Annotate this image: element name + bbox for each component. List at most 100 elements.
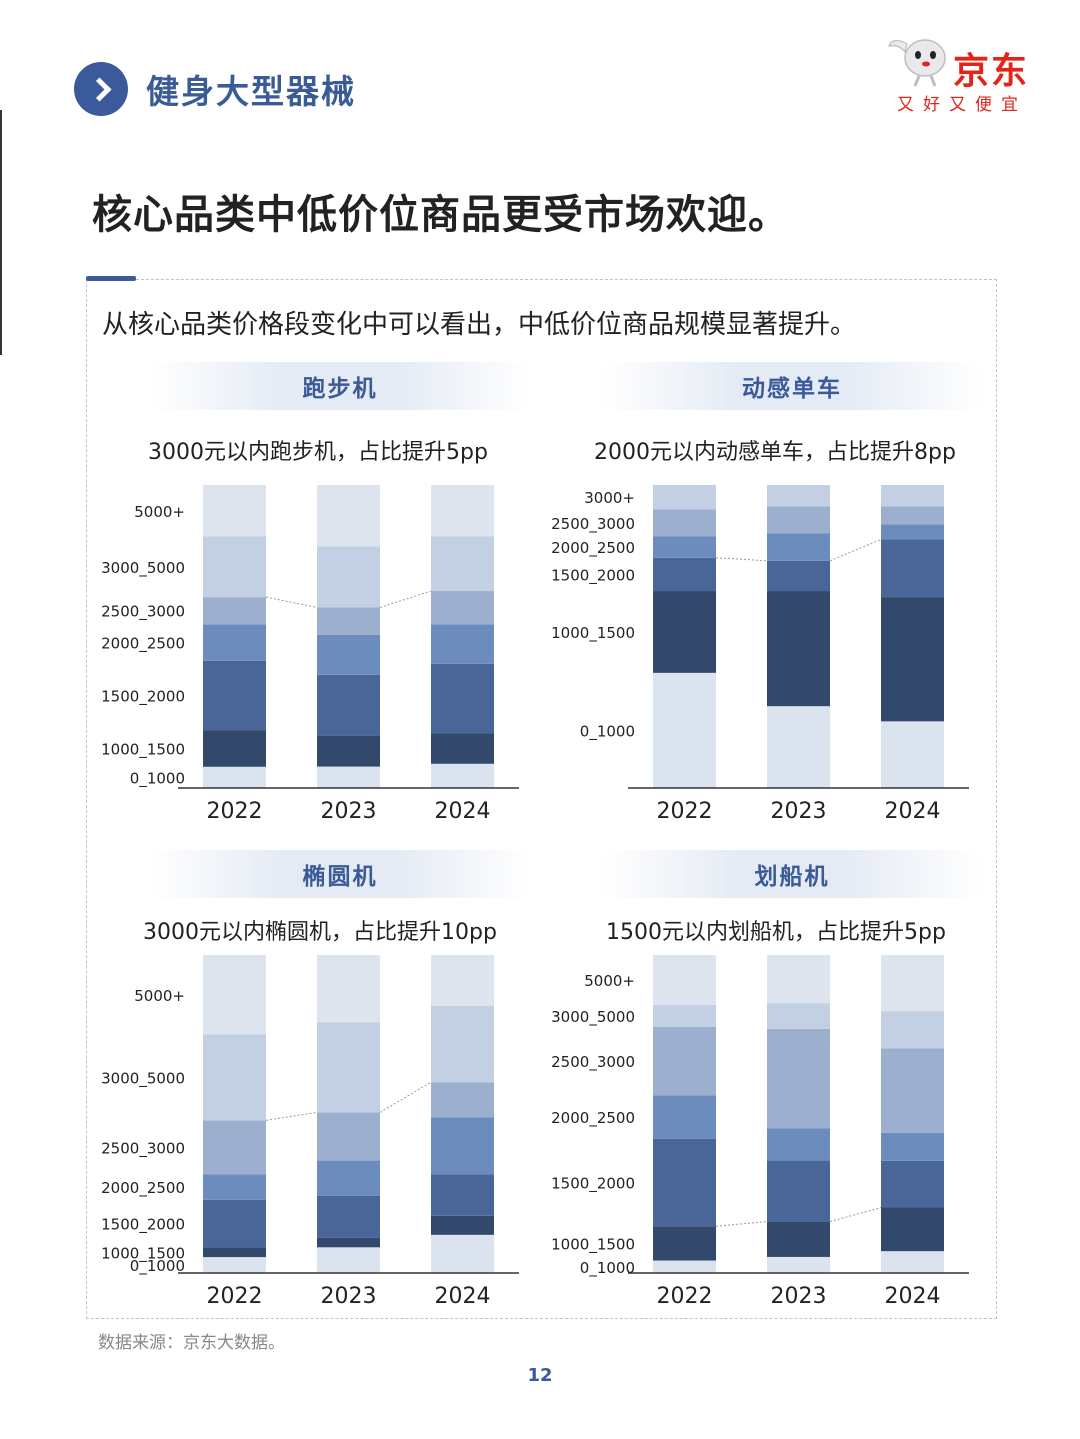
bar-segment-1500_2000-2023 [317, 1195, 380, 1238]
brand-slogan: 又好又便宜 [897, 95, 1027, 115]
bar-segment-2000_2500-2024 [431, 1117, 494, 1175]
bar-segment-5000+-2024 [431, 955, 494, 1006]
section-title: 健身大型器械 [146, 72, 356, 111]
bar-segment-2000_2500-2024 [431, 624, 494, 664]
bar-segment-1000_1500-2024 [431, 733, 494, 764]
segment-label-0_1000: 0_1000 [130, 769, 185, 788]
bar-segment-2500_3000-2022 [203, 1120, 266, 1175]
bar-segment-5000+-2024 [431, 485, 494, 537]
intro-text: 从核心品类价格段变化中可以看出，中低价位商品规模显著提升。 [102, 310, 857, 340]
bar-segment-2500_3000-2022 [203, 597, 266, 625]
bar-segment-1500_2000-2024 [431, 1174, 494, 1216]
bar-segment-1000_1500-2022 [653, 591, 716, 673]
bar-segment-0_1000-2024 [431, 763, 494, 788]
bar-segment-3000_5000-2024 [431, 536, 494, 592]
bar-segment-2000_2500-2023 [767, 533, 830, 561]
bar-segment-3000_5000-2024 [431, 1005, 494, 1083]
x-tick-label-2023: 2023 [771, 1284, 827, 1309]
segment-label-1000_1500: 1000_1500 [551, 1235, 635, 1254]
section-header: 健身大型器械 [74, 62, 356, 116]
bar-segment-1000_1500-2023 [767, 591, 830, 707]
bar-segment-3000+-2024 [881, 485, 944, 507]
bar-segment-2500_3000-2023 [767, 506, 830, 534]
chevron-right-icon [74, 62, 128, 116]
chart-title: 椭圆机 [302, 864, 378, 890]
panel-accent-bar [86, 276, 136, 281]
segment-label-1500_2000: 1500_2000 [101, 1216, 185, 1235]
segment-label-2000_2500: 2000_2500 [101, 635, 185, 654]
bar-segment-0_1000-2022 [203, 766, 266, 788]
page-number: 12 [527, 1365, 553, 1386]
bar-segment-0_1000-2024 [881, 1251, 944, 1273]
bar-segment-0_1000-2022 [653, 1260, 716, 1273]
segment-label-0_1000: 0_1000 [130, 1257, 185, 1276]
segment-label-1500_2000: 1500_2000 [101, 688, 185, 707]
segment-label-2000_2500: 2000_2500 [101, 1179, 185, 1198]
chart-title: 划船机 [754, 864, 830, 890]
bar-segment-0_1000-2023 [767, 706, 830, 788]
bar-segment-1500_2000-2022 [203, 1199, 266, 1248]
bar-segment-1000_1500-2022 [203, 730, 266, 767]
bar-segment-1500_2000-2024 [431, 663, 494, 734]
bar-segment-0_1000-2022 [653, 672, 716, 788]
segment-label-1500_2000: 1500_2000 [551, 1175, 635, 1194]
bar-segment-3000_5000-2022 [203, 1034, 266, 1121]
bar-segment-1500_2000-2022 [653, 557, 716, 592]
chart-title-bar-elliptical: 椭圆机 [150, 850, 530, 898]
bar-segment-0_1000-2024 [431, 1234, 494, 1273]
threshold-connector-line [829, 539, 882, 562]
data-source-note: 数据来源：京东大数据。 [98, 1333, 285, 1353]
segment-label-3000_5000: 3000_5000 [101, 559, 185, 578]
bar-segment-3000+-2022 [653, 485, 716, 510]
x-tick-label-2022: 2022 [657, 1284, 713, 1309]
bar-segment-5000+-2023 [317, 955, 380, 1023]
brand-logo: 京东 又好又便宜 [885, 32, 1050, 115]
bar-segment-2000_2500-2024 [881, 1132, 944, 1161]
chart-subtitle: 3000元以内椭圆机，占比提升10pp [143, 920, 497, 945]
bar-segment-1000_1500-2024 [881, 597, 944, 722]
bar-segment-1500_2000-2022 [203, 660, 266, 731]
threshold-connector-line [265, 596, 318, 608]
segment-label-3000_5000: 3000_5000 [101, 1069, 185, 1088]
segment-label-2500_3000: 2500_3000 [101, 1139, 185, 1158]
bar-segment-5000+-2024 [881, 955, 944, 1012]
chart-spin-bike: 2022 2023 2024 0_1000 1000_1500 1500_2000 2000… [551, 485, 969, 824]
bar-segment-2000_2500-2024 [881, 524, 944, 540]
bar-segment-0_1000-2023 [767, 1256, 830, 1273]
segment-label-2000_2500: 2000_2500 [551, 1109, 635, 1128]
segment-label-2500_3000: 2500_3000 [101, 603, 185, 622]
bar-segment-2500_3000-2023 [767, 1028, 830, 1129]
bar-segment-1000_1500-2023 [317, 735, 380, 767]
chart-title-bar-spin-bike: 动感单车 [602, 362, 982, 410]
bar-segment-2500_3000-2023 [317, 607, 380, 635]
bar-segment-1500_2000-2022 [653, 1138, 716, 1227]
brand-name: 京东 [953, 51, 1030, 92]
bar-segment-2500_3000-2024 [431, 1082, 494, 1118]
bar-segment-2500_3000-2022 [653, 509, 716, 537]
bar-segment-2000_2500-2022 [203, 624, 266, 661]
jd-dog-mascot-icon [888, 39, 946, 87]
x-tick-label-2024: 2024 [885, 799, 941, 824]
bar-segment-5000+-2022 [203, 485, 266, 537]
x-tick-label-2023: 2023 [321, 1284, 377, 1309]
segment-label-5000+: 5000+ [134, 503, 185, 521]
bar-segment-0_1000-2022 [203, 1257, 266, 1273]
segment-label-2500_3000: 2500_3000 [551, 1053, 635, 1072]
bar-segment-3000_5000-2024 [881, 1011, 944, 1049]
bar-segment-3000_5000-2022 [203, 536, 266, 598]
bar-segment-3000_5000-2023 [317, 546, 380, 608]
bar-segment-0_1000-2024 [881, 721, 944, 788]
segment-label-2000_2500: 2000_2500 [551, 539, 635, 558]
bar-segment-3000+-2023 [767, 485, 830, 507]
segment-label-0_1000: 0_1000 [580, 722, 635, 741]
bar-segment-2500_3000-2022 [653, 1026, 716, 1096]
bar-segment-2000_2500-2022 [203, 1174, 266, 1200]
chart-subtitle: 1500元以内划船机，占比提升5pp [606, 920, 946, 945]
segment-label-1000_1500: 1000_1500 [101, 1244, 185, 1263]
bar-segment-2000_2500-2023 [317, 1160, 380, 1196]
chart-title-bar-treadmill: 跑步机 [150, 362, 530, 410]
page-edge-line [0, 110, 2, 355]
segment-label-1000_1500: 1000_1500 [551, 624, 635, 643]
threshold-connector-line [265, 1111, 318, 1121]
chart-title: 跑步机 [302, 376, 378, 402]
